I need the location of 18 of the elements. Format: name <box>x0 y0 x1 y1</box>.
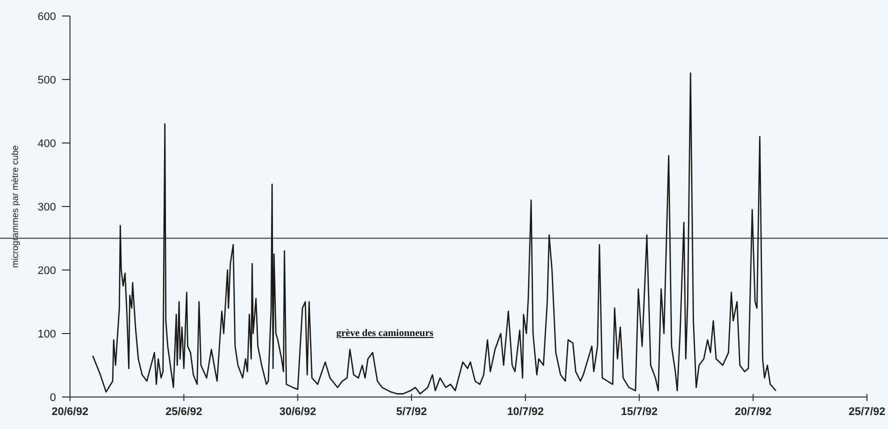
y-axis-title: microgrammes par mètre cube <box>10 145 20 268</box>
y-tick-label: 400 <box>38 138 56 150</box>
y-tick-label: 600 <box>38 10 56 23</box>
x-tick-label: 25/6/92 <box>166 406 202 418</box>
y-tick-label: 200 <box>38 264 56 277</box>
y-tick-label: 300 <box>38 201 56 214</box>
x-tick-label: 15/7/92 <box>620 406 658 418</box>
annotation: grève des camionneurs <box>336 328 434 340</box>
x-tick-label: 5/7/92 <box>396 406 427 418</box>
y-tick-label: 100 <box>38 328 56 340</box>
x-tick-label: 20/6/92 <box>52 406 88 418</box>
line-series <box>92 72 777 394</box>
x-tick-label: 30/6/92 <box>279 406 316 418</box>
x-tick-label: 10/7/92 <box>507 406 544 418</box>
x-tick-label: 25/7/92 <box>848 406 886 418</box>
y-tick-label: 0 <box>50 392 56 404</box>
y-tick-label: 500 <box>38 74 56 86</box>
x-tick-label: 20/7/92 <box>734 406 772 418</box>
